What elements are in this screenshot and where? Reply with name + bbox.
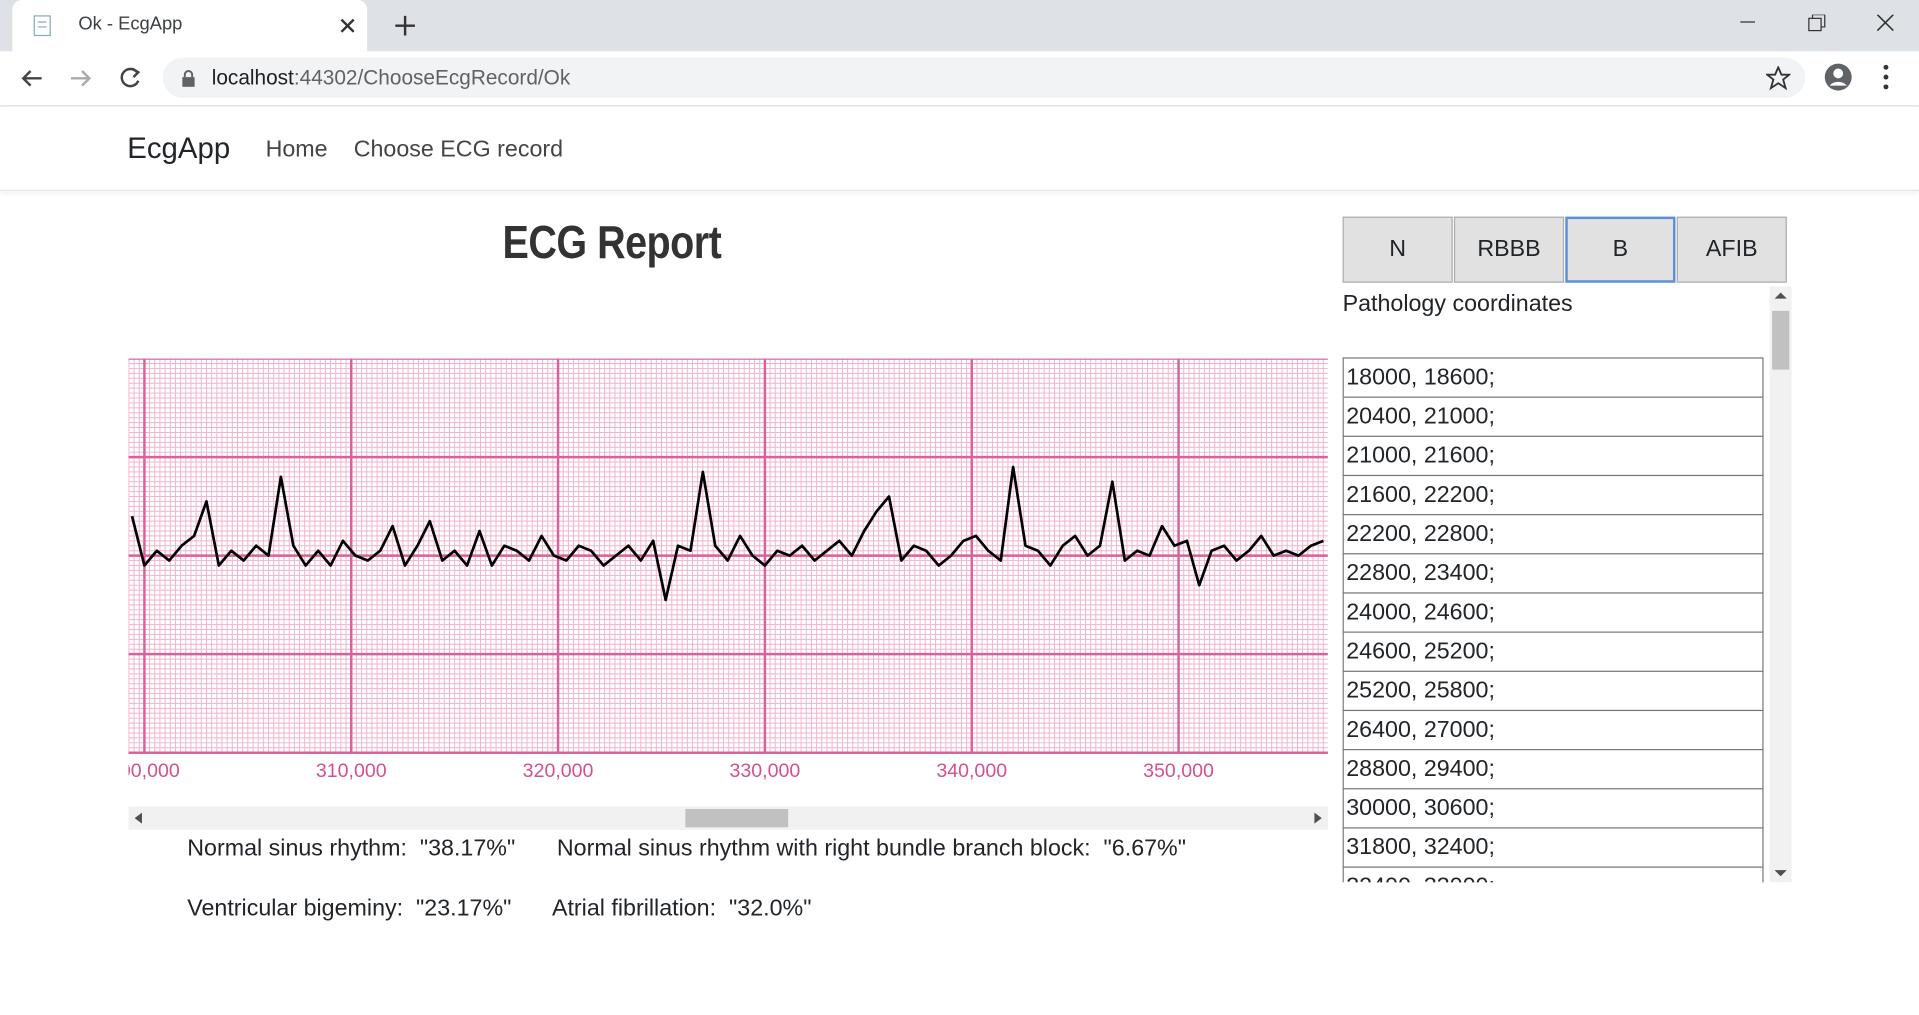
nav-link[interactable]: Home <box>265 137 328 163</box>
coordinate-row: 20400, 21000; <box>1342 397 1764 437</box>
coordinate-row: 22800, 23400; <box>1342 554 1764 594</box>
navbar: EcgApp Home Choose ECG record <box>0 106 1919 191</box>
scroll-thumb[interactable] <box>685 808 789 828</box>
coordinate-row: 21600, 22200; <box>1342 476 1764 516</box>
x-tick-label: 330,000 <box>730 760 801 782</box>
scroll-arrows <box>134 812 1322 824</box>
url-path: :44302/ChooseEcgRecord/Ok <box>293 66 571 90</box>
x-tick-label: 300,000 <box>129 760 180 782</box>
profile-menu[interactable] <box>1824 62 1897 94</box>
stat-label: Ventricular bigeminy: <box>187 895 404 922</box>
pathology-tabs: N RBBB B AFIB <box>1342 216 1787 283</box>
address-bar: localhost:44302/ChooseEcgRecord/Ok <box>0 51 1919 107</box>
tab-button[interactable]: RBBB <box>1453 216 1565 283</box>
tab-title: Ok - EcgApp <box>78 13 183 35</box>
stat-label: Normal sinus rhythm with right bundle br… <box>556 835 1091 862</box>
x-tick-label: 340,000 <box>936 760 1007 782</box>
window-controls[interactable] <box>1738 14 1897 35</box>
coordinate-row: 25200, 25800; <box>1342 671 1764 712</box>
brand[interactable]: EcgApp <box>127 132 231 166</box>
coordinate-row: 22200, 22800; <box>1342 515 1764 555</box>
stat-label: Atrial fibrillation: <box>551 895 717 922</box>
new-tab[interactable] <box>393 13 417 37</box>
scroll-thumb[interactable] <box>1772 310 1790 370</box>
tab-close[interactable] <box>339 17 356 34</box>
nav-buttons[interactable] <box>20 66 155 90</box>
stat: Ventricular bigeminy: "23.17%" <box>187 896 511 923</box>
favicon <box>33 15 51 37</box>
stat: Normal sinus rhythm: "38.17%" <box>187 836 515 863</box>
coordinate-row: 31800, 32400; <box>1342 828 1764 868</box>
coordinate-row: 24600, 25200; <box>1342 632 1764 672</box>
tab-button[interactable]: B <box>1565 216 1676 283</box>
coordinate-row: 26400, 27000; <box>1342 711 1764 751</box>
coordinate-row: 24000, 24600; <box>1342 593 1764 633</box>
coordinate-row: 30000, 30600; <box>1342 789 1764 829</box>
scroll-arrows <box>1774 292 1787 877</box>
tab-bar: Ok - EcgApp <box>0 0 1919 52</box>
stat: Atrial fibrillation: "32.0%" <box>552 896 812 923</box>
coordinates-list: 18000, 18600; 20400, 21000; 21000, 21600; 2… <box>1342 357 1764 883</box>
nav-link[interactable]: Choose ECG record <box>353 137 564 163</box>
ecg-chart: 300,000 310,000 320,000 330,000 340,000 350,0… <box>128 358 1328 782</box>
url-host: localhost <box>211 66 294 90</box>
bookmark-star[interactable] <box>1766 66 1791 91</box>
omnibox[interactable]: localhost:44302/ChooseEcgRecord/Ok <box>162 57 1806 98</box>
stat-value: "23.17%" <box>416 895 512 922</box>
chart-scrollbar[interactable] <box>128 806 1328 830</box>
list-header: Pathology coordinates <box>1342 291 1573 317</box>
stat-label: Normal sinus rhythm: <box>187 835 407 862</box>
x-tick-label: 310,000 <box>316 760 387 782</box>
report-title: ECG Report <box>502 217 722 270</box>
tab-button[interactable]: N <box>1342 216 1453 283</box>
coordinate-row: 18000, 18600; <box>1342 357 1764 398</box>
browser-tab[interactable]: Ok - EcgApp <box>12 0 368 52</box>
coordinate-row: 28800, 29400; <box>1342 750 1764 790</box>
stat-value: "32.0%" <box>729 895 812 922</box>
stat: Normal sinus rhythm with right bundle br… <box>557 836 1186 863</box>
ecg-trace <box>130 465 1324 602</box>
coordinate-row: 32400, 33000; <box>1342 867 1764 883</box>
x-tick-label: 320,000 <box>523 760 594 782</box>
url: localhost:44302/ChooseEcgRecord/Ok <box>212 66 571 90</box>
list-scrollbar[interactable] <box>1769 286 1792 883</box>
coordinates-panel: Pathology coordinates 18000, 18600; 20400… <box>1342 286 1792 883</box>
lock-icon <box>182 70 195 87</box>
coordinate-row: 21000, 21600; <box>1342 436 1764 477</box>
tab-button[interactable]: AFIB <box>1676 216 1787 283</box>
stat-value: "38.17%" <box>419 835 516 862</box>
x-tick-label: 350,000 <box>1143 760 1214 782</box>
stat-value: "6.67%" <box>1103 835 1187 862</box>
